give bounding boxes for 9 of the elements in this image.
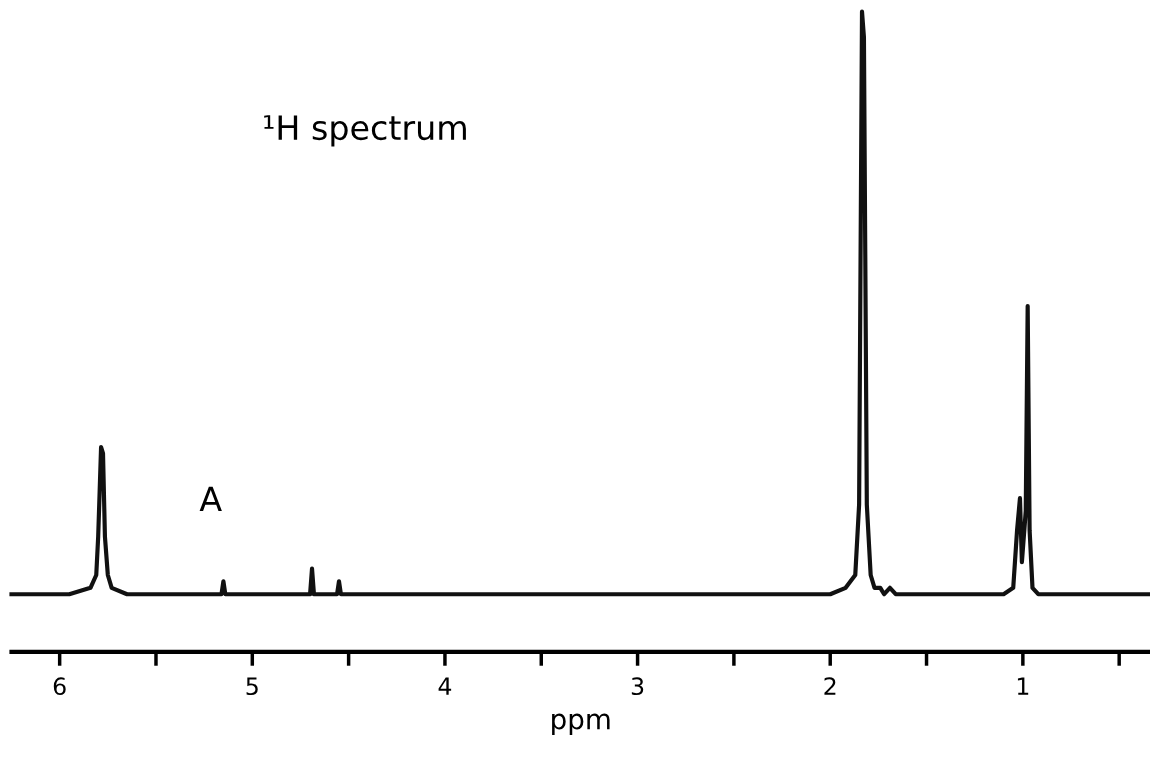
x-tick-label: 4: [438, 677, 452, 695]
x-tick-label: 6: [53, 677, 66, 696]
x-tick-label: 1: [1017, 677, 1029, 695]
x-tick-label: 3: [631, 677, 644, 696]
x-tick-label: 2: [824, 677, 836, 695]
annotation: A: [199, 486, 222, 511]
x-tick-label: 5: [246, 677, 258, 696]
annotation: ¹H spectrum: [264, 115, 466, 147]
x-axis-title: ppm: [552, 713, 610, 735]
